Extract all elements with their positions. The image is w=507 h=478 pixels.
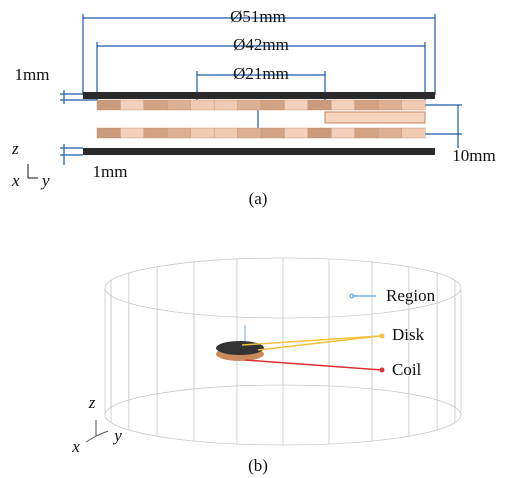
- marker: [380, 368, 385, 373]
- region-label: Region: [386, 286, 436, 305]
- coil-segment: [402, 128, 426, 138]
- dimension-label: 1mm: [93, 162, 128, 181]
- panel-a: Ø51mm Ø42mm Ø21mm 1mm 10mm 1mm z x y (a): [11, 7, 496, 208]
- coil-segment: [238, 100, 262, 110]
- axis-label: y: [112, 426, 122, 445]
- coil-segment: [378, 100, 402, 110]
- disk: [216, 341, 264, 355]
- coil-segment: [331, 100, 355, 110]
- coil-segment: [191, 100, 215, 110]
- coil-segment: [214, 100, 238, 110]
- axis-label: x: [71, 437, 80, 456]
- coil-segment: [308, 128, 332, 138]
- panel-b: Region Disk Coil z x y (b): [71, 258, 461, 475]
- dimension-label: Ø42mm: [233, 35, 289, 54]
- coil-label: Coil: [392, 360, 422, 379]
- coil-segment: [284, 128, 308, 138]
- coil-segment: [261, 128, 285, 138]
- figure: Ø51mm Ø42mm Ø21mm 1mm 10mm 1mm z x y (a)…: [0, 0, 507, 478]
- coil-segment: [261, 100, 285, 110]
- disk-label: Disk: [392, 325, 425, 344]
- bottom-plate: [83, 148, 435, 155]
- coil-segment: [120, 128, 144, 138]
- axis-label: z: [11, 139, 19, 158]
- coil-segment: [167, 128, 191, 138]
- axis-label: z: [88, 393, 96, 412]
- dimension-label: 1mm: [15, 65, 50, 84]
- coil-segment: [308, 100, 332, 110]
- coil-segment: [144, 128, 168, 138]
- coil-segment: [355, 128, 379, 138]
- coil-segment: [144, 100, 168, 110]
- coil-segment: [284, 100, 308, 110]
- coil-segment: [355, 100, 379, 110]
- marker: [380, 334, 385, 339]
- coil-segment: [191, 128, 215, 138]
- coil-segment: [238, 128, 262, 138]
- coil-segment: [97, 100, 121, 110]
- dimension-label: Ø21mm: [233, 64, 289, 83]
- coil-segment: [214, 128, 238, 138]
- coil-lead: [325, 112, 425, 123]
- caption: (b): [248, 456, 268, 475]
- caption: (a): [249, 189, 268, 208]
- coil-segment: [331, 128, 355, 138]
- dimension-label: 10mm: [452, 146, 495, 165]
- axis-label: y: [40, 171, 50, 190]
- coil-segment: [97, 128, 121, 138]
- coil-segment: [120, 100, 144, 110]
- leader-line: [245, 360, 382, 370]
- coil-segment: [402, 100, 426, 110]
- coil-segment: [167, 100, 191, 110]
- dimension-label: Ø51mm: [230, 7, 286, 26]
- axes-icon: z x y: [11, 139, 50, 190]
- top-plate: [83, 92, 435, 99]
- axis-label: x: [11, 171, 20, 190]
- coil-segment: [378, 128, 402, 138]
